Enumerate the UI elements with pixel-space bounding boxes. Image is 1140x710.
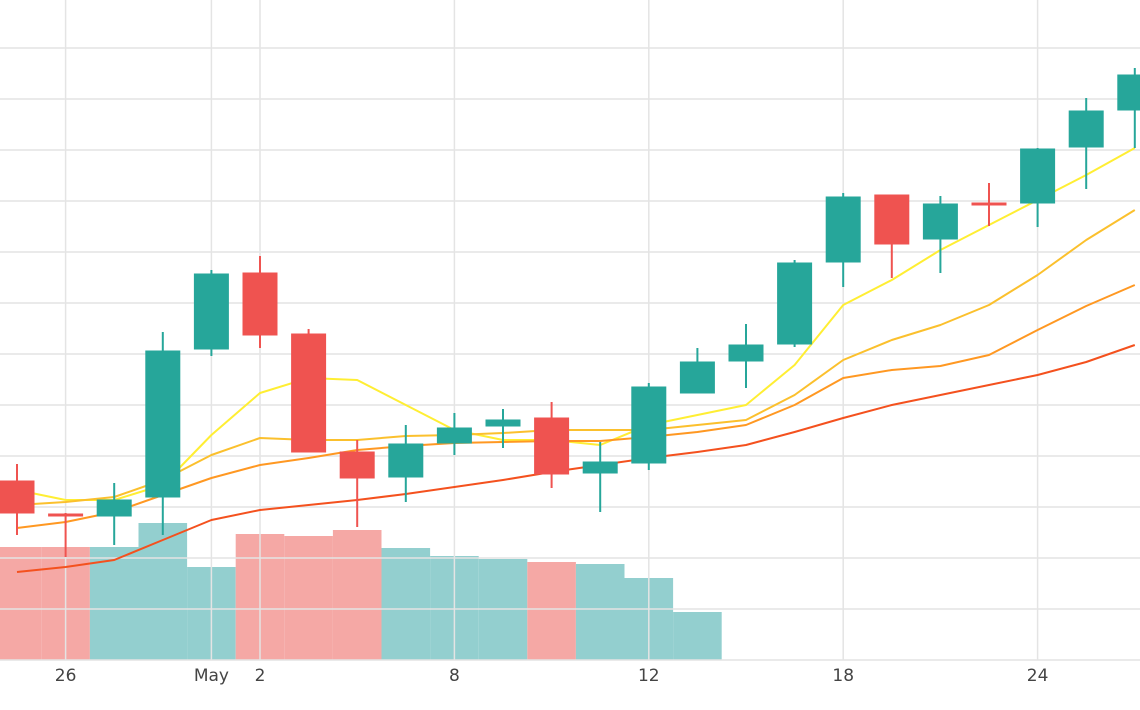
candle [679,348,715,394]
candle [922,196,958,273]
volume-bar [673,612,722,660]
candle-body [1020,148,1056,204]
candle [436,413,472,455]
candle-body [922,203,958,240]
x-tick-label: 8 [449,666,460,686]
candle [1068,98,1104,189]
x-tick-label: 18 [832,666,854,686]
candle-body [193,273,229,350]
candle [971,183,1007,226]
x-tick-label: 12 [638,666,660,686]
candle [728,324,764,388]
candle-body [436,427,472,444]
moving-average-line [16,284,1136,529]
candle-body [777,262,813,345]
candle [582,442,618,512]
x-tick-label: 26 [55,666,77,686]
volume-bar [89,547,139,660]
candle [874,194,910,278]
candle [534,402,570,488]
candle [242,256,278,348]
candle-body [971,202,1007,206]
candle [0,464,35,535]
candle [777,260,813,347]
candle-body [96,499,132,517]
candle [48,513,84,557]
x-tick-label: 24 [1027,666,1049,686]
candle [339,440,375,527]
volume-bar [138,523,188,660]
candle [388,425,424,502]
candle-body [534,417,570,475]
candle-body [631,386,667,464]
moving-average-line [16,147,1136,501]
candle-body [485,419,521,427]
candle [96,483,132,545]
x-tick-label: 2 [255,666,266,686]
candle-body [48,513,84,517]
candle [1117,68,1140,148]
candle-body [242,272,278,336]
candle [193,270,229,356]
moving-average-line [16,344,1136,573]
candle-body [728,344,764,362]
volume-bar [332,530,382,660]
x-tick-label: May [194,666,229,686]
candle-body [339,451,375,479]
candle [631,383,667,470]
candle-body [874,194,910,245]
candle-body [291,333,327,453]
moving-average-line [16,209,1136,506]
candle [1020,148,1056,227]
candle [145,332,181,535]
volume-bar [284,536,333,660]
candle-body [679,361,715,394]
volume-bar [527,562,576,660]
candle [291,329,327,453]
candle-body [1068,110,1104,148]
candle-body [388,443,424,478]
candle-body [1117,74,1140,111]
volume-bar [381,548,431,660]
volume-bar [0,547,42,660]
candle [825,193,861,287]
candle-body [145,350,181,498]
candle-body [825,196,861,263]
volume-bar [575,564,625,660]
candle-body [0,480,35,514]
candle-body [582,461,618,474]
candle [485,409,521,448]
